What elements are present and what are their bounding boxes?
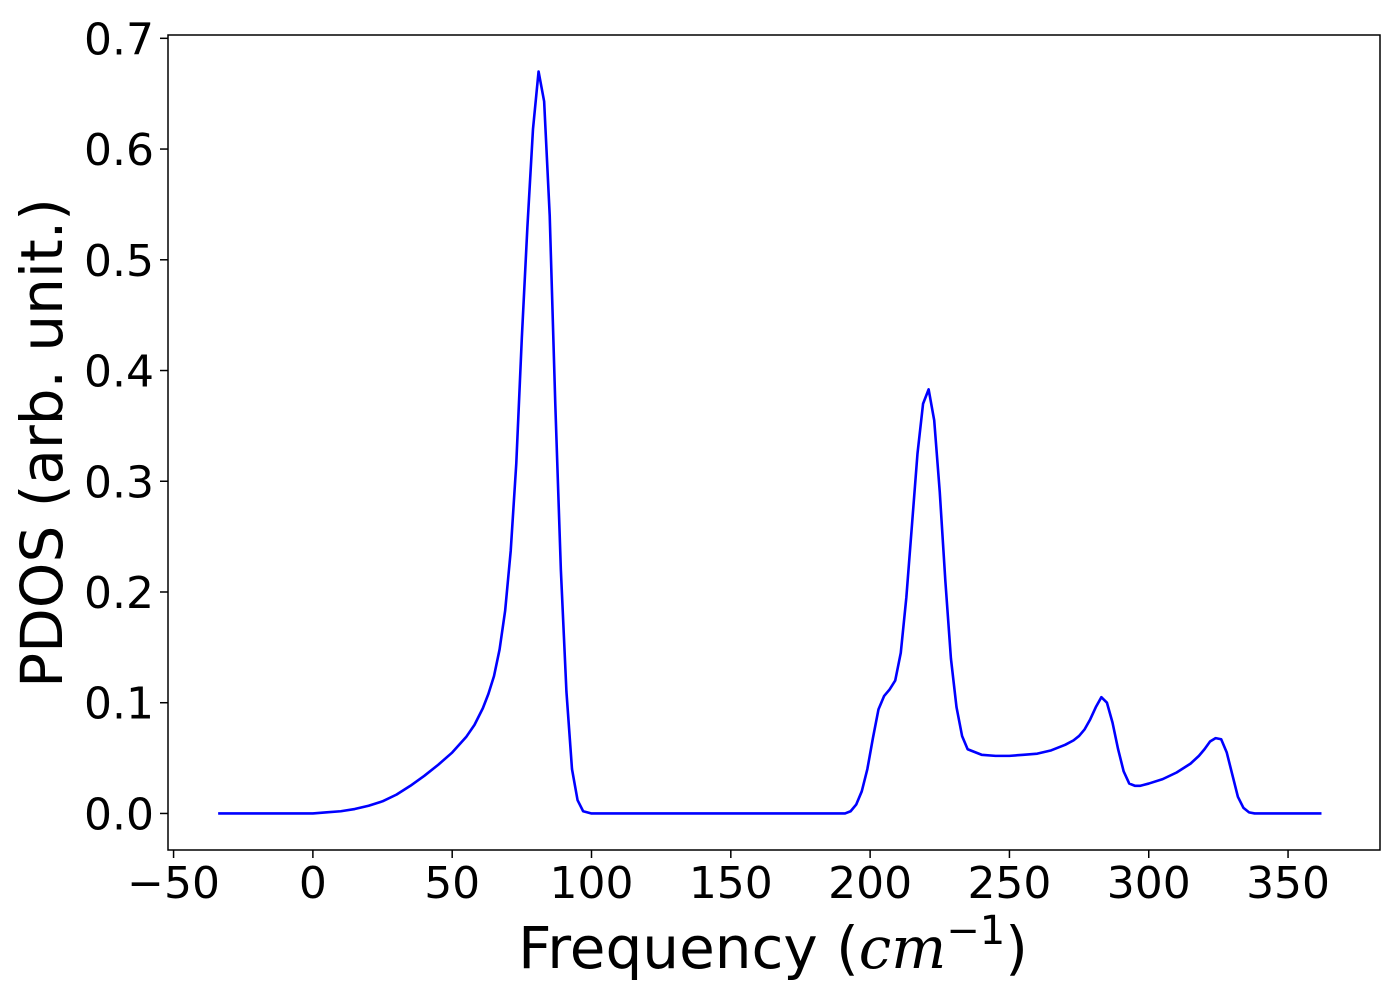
y-tick-label: 0.7: [84, 14, 154, 65]
x-axis-title: Frequency (cm−1): [518, 908, 1028, 982]
x-axis-title-suffix: ): [1005, 914, 1028, 982]
y-tick-label: 0.0: [84, 789, 154, 840]
x-tick-label: 0: [299, 858, 327, 909]
y-tick-label: 0.4: [84, 347, 154, 398]
x-tick-label: −50: [127, 858, 220, 909]
x-tick-label: 200: [828, 858, 912, 909]
x-tick-label: 150: [689, 858, 773, 909]
y-tick-label: 0.2: [84, 568, 154, 619]
series-line-0: [218, 70, 1322, 815]
x-axis-title-exponent: −1: [946, 908, 1005, 954]
x-axis-title-unit: cm: [859, 914, 946, 982]
x-axis-title-prefix: Frequency (: [518, 914, 859, 982]
y-axis: 0.0 0.1 0.2 0.3 0.4 0.5 0.6 0.7: [84, 14, 168, 840]
plot-area: [218, 70, 1322, 815]
y-tick-label: 0.6: [84, 125, 154, 176]
y-tick-label: 0.3: [84, 457, 154, 508]
axes-frame: [167, 34, 1381, 851]
x-tick-label: 250: [967, 858, 1051, 909]
x-tick-label: 300: [1107, 858, 1191, 909]
x-tick-label: 350: [1246, 858, 1330, 909]
y-tick-label: 0.1: [84, 679, 154, 730]
x-tick-label: 100: [550, 858, 634, 909]
x-tick-label: 50: [424, 858, 480, 909]
y-tick-label: 0.5: [84, 236, 154, 287]
y-axis-title: PDOS (arb. unit.): [8, 198, 76, 688]
x-axis: −50 0 50 100 150 200 250 300 350: [127, 850, 1330, 909]
